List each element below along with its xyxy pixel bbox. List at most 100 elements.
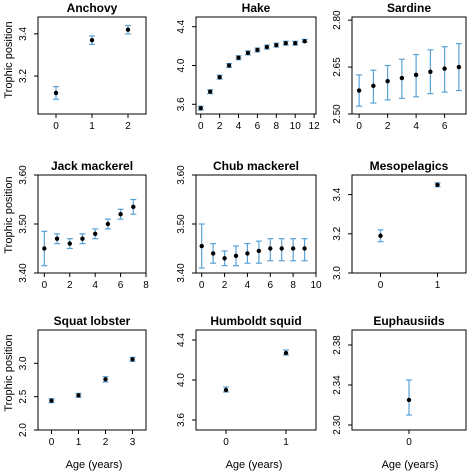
y-tick-label: 3.4	[18, 26, 29, 40]
x-tick-label: 10	[290, 121, 302, 132]
y-tick-label: 3.40	[18, 263, 29, 283]
panel-title: Hake	[242, 1, 271, 15]
x-tick-label: 10	[310, 280, 322, 291]
data-point	[406, 397, 412, 403]
data-point	[290, 246, 296, 251]
panel-title: Mesopelagics	[370, 159, 449, 173]
x-tick-label: 1	[435, 280, 441, 291]
panel-title: Chub mackerel	[213, 159, 299, 173]
x-tick-label: 0	[199, 280, 205, 291]
data-point	[76, 393, 81, 398]
data-point	[428, 69, 433, 74]
xlabel-col-2: Age (years)	[226, 459, 283, 471]
data-point	[118, 212, 123, 217]
x-tick-label: 8	[143, 280, 149, 291]
panel-1: Anchovy 0 1 2 3.2 3.4	[18, 1, 147, 132]
plot-frame	[195, 174, 317, 274]
x-tick-label: 3	[130, 437, 136, 448]
y-tick-label: 3.6	[176, 413, 187, 427]
xlabel-col-3: Age (years)	[382, 459, 439, 471]
y-tick-label: 2.5	[18, 389, 29, 403]
plot-frame	[351, 16, 467, 115]
data-point	[131, 204, 136, 210]
panel-3: Sardine 0 2 4 6 2.50 2.65 2.80	[332, 1, 467, 132]
error-bar	[406, 379, 412, 416]
xlabel-col-1: Age (years)	[66, 459, 123, 471]
data-point	[399, 75, 405, 81]
x-tick-label: 8	[290, 280, 296, 291]
y-tick-label: 2.0	[18, 423, 29, 437]
x-tick-label: 0	[378, 280, 384, 291]
data-point	[210, 251, 216, 256]
x-tick-label: 0	[356, 121, 362, 132]
x-tick-label: 8	[274, 121, 280, 132]
y-tick-label: 2.34	[332, 375, 343, 395]
data-point	[456, 64, 462, 70]
x-tick-label: 0	[198, 121, 204, 132]
y-tick-label: 2.30	[332, 415, 343, 435]
y-tick-label: 4.0	[176, 58, 187, 72]
data-point	[245, 251, 250, 256]
data-point	[378, 233, 383, 238]
data-point	[356, 88, 362, 93]
data-point	[226, 63, 232, 68]
data-point	[283, 40, 288, 46]
data-point	[435, 182, 440, 187]
data-point	[371, 83, 376, 89]
data-point	[67, 241, 72, 246]
y-tick-label: 4.4	[176, 333, 187, 347]
data-point	[233, 253, 239, 259]
ylabel-row-2: Trophic position	[3, 176, 15, 253]
data-point	[274, 42, 279, 48]
y-tick-label: 3.40	[176, 263, 187, 283]
panel-title: Sardine	[387, 1, 431, 15]
x-tick-label: 6	[268, 280, 274, 291]
y-tick-label: 3.0	[18, 356, 29, 370]
data-point	[54, 236, 60, 241]
y-tick-label: 4.4	[176, 19, 187, 33]
panel-9: Euphausiids 0 2.30 2.34 2.38	[332, 314, 467, 448]
panel-5: Chub mackerel 0 2 4 6 8 10 3.40 3.50 3.60	[176, 159, 322, 291]
ylabel-row-3: Trophic position	[3, 334, 15, 411]
plot-frame	[195, 16, 317, 115]
data-point	[442, 66, 447, 71]
data-point	[302, 246, 307, 251]
ylabel-row-1: Trophic position	[3, 21, 15, 98]
panel-title: Euphausiids	[373, 314, 445, 328]
plot-frame	[351, 174, 467, 274]
data-point	[222, 256, 227, 261]
data-point	[198, 105, 203, 111]
data-point	[207, 89, 213, 94]
x-tick-label: 2	[385, 121, 391, 132]
y-tick-label: 2.38	[332, 335, 343, 355]
x-tick-label: 0	[223, 437, 229, 448]
x-tick-label: 4	[245, 280, 251, 291]
y-tick-label: 3.0	[332, 266, 343, 280]
plot-frame	[37, 329, 147, 431]
data-point	[268, 246, 273, 251]
y-tick-label: 3.2	[18, 69, 29, 83]
data-point	[199, 243, 204, 249]
data-point	[53, 90, 59, 96]
panel-7: Squat lobster 0 1 2 3 2.0 2.5 3.0	[18, 314, 147, 448]
panel-6: Mesopelagics 0 1 3.0 3.2 3.4	[332, 159, 467, 291]
y-tick-label: 4.0	[176, 373, 187, 387]
y-tick-label: 2.65	[332, 57, 343, 77]
data-point	[256, 248, 262, 254]
data-point	[80, 236, 85, 241]
data-point	[42, 246, 47, 251]
x-tick-label: 0	[49, 437, 55, 448]
x-tick-label: 6	[442, 121, 448, 132]
plot-frame	[37, 174, 147, 274]
y-tick-label: 3.4	[332, 187, 343, 201]
data-point	[125, 27, 131, 32]
x-tick-label: 0	[406, 437, 412, 448]
x-tick-label: 2	[103, 437, 109, 448]
x-tick-label: 1	[89, 121, 95, 132]
x-tick-label: 1	[283, 437, 289, 448]
data-point	[385, 78, 390, 84]
panel-8: Humboldt squid 0 1 3.6 4.0 4.4	[176, 314, 317, 448]
data-point	[413, 72, 419, 78]
x-tick-label: 4	[236, 121, 242, 132]
